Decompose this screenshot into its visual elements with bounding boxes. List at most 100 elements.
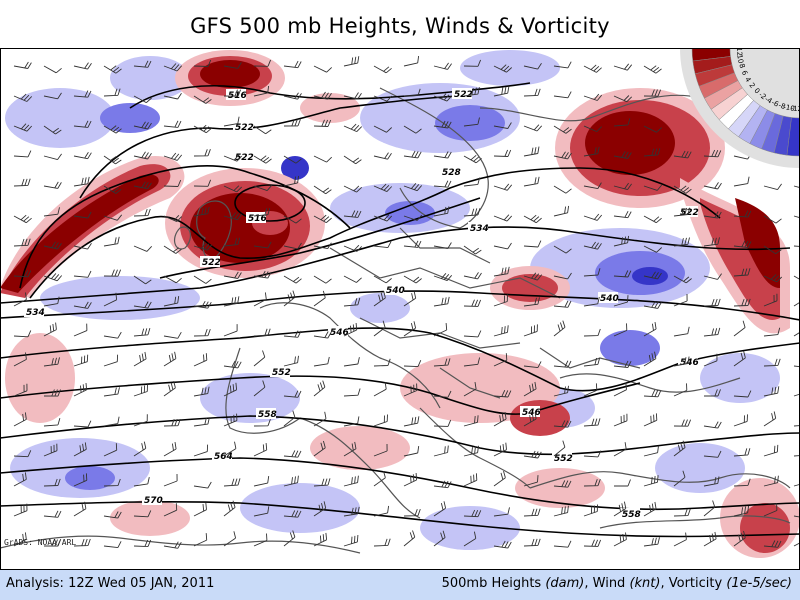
svg-text:516: 516 <box>248 214 267 224</box>
color-scale-label: -10 <box>783 103 796 113</box>
wind-barb <box>523 214 542 224</box>
wind-barb <box>703 298 721 307</box>
color-scale-label: -12 <box>790 105 800 114</box>
coastline <box>299 417 421 519</box>
vort-neg-area <box>655 443 745 493</box>
wind-barb <box>343 155 362 165</box>
wind-barb <box>703 327 721 337</box>
wind-barb <box>583 450 602 458</box>
wind-barb <box>283 450 302 458</box>
wind-barb <box>253 155 272 164</box>
wind-barb <box>673 207 691 217</box>
wind-barb <box>13 472 27 487</box>
wind-barb <box>193 275 212 284</box>
wind-barb <box>613 235 630 247</box>
wind-barb <box>313 155 333 163</box>
wind-barb <box>493 242 512 250</box>
wind-barb <box>43 296 60 307</box>
wind-barb <box>553 272 572 280</box>
wind-barb <box>253 270 272 279</box>
wind-barb <box>253 506 270 517</box>
wind-barb <box>403 446 420 457</box>
wind-barb <box>373 65 392 74</box>
wind-barb <box>643 322 657 337</box>
wind-barb <box>793 275 800 280</box>
wind-barb <box>253 185 273 192</box>
wind-barb <box>493 183 513 191</box>
wind-barb <box>163 152 183 161</box>
wind-barb <box>463 330 482 338</box>
vort-neg-area <box>600 330 660 366</box>
contour-line <box>159 197 481 279</box>
wind-barb <box>673 470 686 487</box>
wind-barb <box>283 215 302 224</box>
wind-barb <box>43 273 63 282</box>
contour-line <box>0 415 800 456</box>
wind-barb <box>343 210 362 218</box>
wind-barb <box>163 473 178 487</box>
wind-barb <box>613 295 629 307</box>
wind-barb <box>223 89 242 97</box>
wind-barb <box>313 65 333 73</box>
wind-barb <box>13 383 28 397</box>
wind-barb <box>733 268 751 277</box>
wind-barb <box>103 185 122 194</box>
wind-barb <box>193 206 210 217</box>
wind-barb <box>793 483 800 487</box>
wind-barb <box>463 59 482 67</box>
wind-barb <box>193 300 212 309</box>
wind-barb <box>133 384 148 397</box>
wind-barb <box>703 450 722 458</box>
wind-barb <box>643 184 663 191</box>
wind-barb <box>523 450 542 459</box>
wind-barb <box>523 412 537 427</box>
wind-barb <box>493 470 506 487</box>
wind-barb <box>223 62 242 69</box>
wind-barb <box>253 533 268 547</box>
wind-barb <box>313 532 328 547</box>
wind-barb <box>193 353 208 367</box>
wind-barb <box>253 125 272 135</box>
wind-barb <box>283 92 302 100</box>
wind-barb <box>403 183 423 192</box>
wind-barb <box>463 177 481 187</box>
contour-label: 534 <box>24 306 45 318</box>
product-units-heights: (dam) <box>545 576 585 591</box>
wind-barb <box>103 354 119 367</box>
wind-barb <box>643 537 660 547</box>
svg-text:552: 552 <box>554 454 573 464</box>
wind-barb <box>193 481 212 489</box>
wind-barb <box>433 296 450 307</box>
wind-barb <box>43 181 62 189</box>
wind-barb <box>523 361 542 369</box>
wind-barb <box>463 299 482 307</box>
wind-barb <box>433 501 447 517</box>
wind-barb <box>223 237 241 247</box>
svg-text:522: 522 <box>235 153 254 163</box>
wind-barb <box>223 478 241 487</box>
wind-barb <box>313 478 331 487</box>
wind-barb <box>373 470 386 487</box>
wind-barb <box>223 413 238 427</box>
grads-credit: GrADS: NOAA/ARL <box>4 538 77 547</box>
wind-barb <box>433 419 452 427</box>
wind-barb <box>493 442 507 457</box>
svg-text:534: 534 <box>26 308 45 318</box>
wind-barb <box>433 93 453 102</box>
wind-barb <box>613 151 632 159</box>
wind-barb <box>613 382 627 397</box>
wind-barb <box>13 503 28 517</box>
footer-bar: Analysis: 12Z Wed 05 JAN, 2011 500mb Hei… <box>0 570 800 600</box>
color-scale-label: 12 <box>735 48 744 56</box>
wind-barb <box>73 243 92 250</box>
svg-text:546: 546 <box>680 358 699 368</box>
svg-text:564: 564 <box>214 452 233 462</box>
wind-barb <box>103 331 122 339</box>
wind-barb <box>13 330 32 338</box>
wind-barb <box>163 351 177 367</box>
wind-barb <box>133 351 147 367</box>
product-units-wind: (knt) <box>629 576 661 591</box>
border <box>539 347 641 369</box>
svg-text:522: 522 <box>680 208 699 218</box>
wind-barb <box>703 421 722 429</box>
